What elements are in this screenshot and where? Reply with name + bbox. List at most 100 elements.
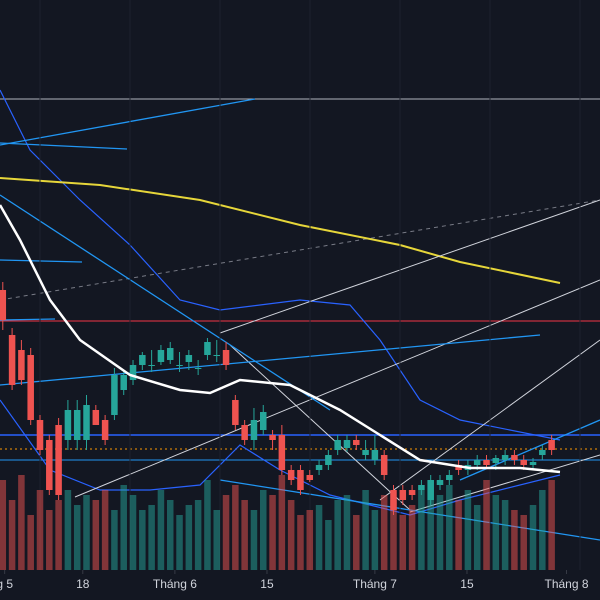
volume-bar — [343, 495, 351, 570]
candle-body — [539, 450, 546, 455]
x-tick-label: 18 — [76, 577, 90, 591]
candle-body — [399, 490, 407, 500]
band-upper — [0, 89, 561, 441]
trend-line — [0, 318, 56, 321]
volume-bar — [120, 485, 127, 570]
trend-line — [0, 142, 128, 150]
volume-bar — [129, 495, 137, 570]
candle-body — [334, 440, 341, 450]
volume-bar — [260, 490, 267, 570]
x-tick-label: Tháng 8 — [544, 577, 588, 591]
candle-body — [36, 420, 44, 450]
candle-body — [362, 450, 369, 455]
volume-bar — [269, 495, 276, 570]
volume-bar — [111, 510, 118, 570]
volume-bar — [325, 520, 332, 570]
volume-bar — [101, 490, 109, 570]
trend-line — [0, 199, 600, 301]
candle-body — [241, 425, 248, 440]
candle-body — [55, 425, 62, 495]
candle-body — [446, 475, 453, 480]
candle-body — [250, 420, 258, 440]
candle-body — [455, 465, 462, 470]
volume-bar — [204, 480, 211, 570]
volume-bar — [427, 480, 434, 570]
volume-bar — [520, 515, 527, 570]
x-tick-label: 15 — [260, 577, 274, 591]
candle-body — [204, 342, 211, 355]
candle-body — [157, 350, 165, 362]
volume-bar — [473, 505, 481, 570]
candle-body — [185, 355, 193, 362]
volume-bar — [511, 510, 518, 570]
volume-bar — [418, 490, 425, 570]
candle-body — [353, 440, 360, 445]
volume-bar — [18, 475, 25, 570]
trend-line — [229, 344, 411, 511]
volume-bar — [0, 480, 7, 570]
trend-line — [0, 259, 83, 263]
volume-bar — [539, 490, 546, 570]
volume-bar — [194, 500, 202, 570]
candle-body — [520, 460, 527, 465]
volume-bar — [353, 515, 360, 570]
candle-body — [371, 450, 379, 460]
candle-body — [269, 435, 276, 440]
volume-bar — [157, 490, 165, 570]
candle-body — [548, 440, 555, 450]
candle-body — [73, 410, 81, 440]
volume-bar — [390, 500, 397, 570]
candle-body — [306, 475, 314, 480]
candle-body — [222, 350, 230, 365]
candle-body — [436, 480, 444, 485]
trend-line — [459, 419, 600, 481]
volume-bar — [380, 495, 388, 570]
x-tick-label: Tháng 7 — [353, 577, 397, 591]
candle-body — [111, 375, 118, 415]
x-tick-label: Tháng 6 — [153, 577, 197, 591]
candle-body — [278, 435, 286, 470]
volume-bar — [529, 505, 537, 570]
candle-body — [380, 455, 388, 475]
decor — [0, 89, 600, 541]
x-tick-label: g 5 — [0, 577, 13, 591]
candle-body — [511, 455, 518, 460]
candle-body — [315, 465, 323, 470]
candle-body — [427, 480, 434, 500]
volume-bar — [297, 515, 304, 570]
trend-line — [0, 194, 331, 411]
candle-body — [529, 462, 537, 465]
volume-bar — [8, 500, 16, 570]
volume-bar — [501, 500, 509, 570]
trend-line — [74, 279, 600, 498]
volume-bar — [250, 510, 258, 570]
volume-bar — [334, 500, 341, 570]
candle-body — [176, 365, 183, 366]
volume-bar — [148, 505, 155, 570]
trend-line — [0, 334, 541, 386]
candle-body — [232, 400, 239, 425]
volume-bar — [408, 505, 416, 570]
candle-body — [408, 490, 416, 495]
volume-bar — [222, 495, 230, 570]
candle-body — [390, 490, 397, 510]
candle-body — [0, 290, 7, 320]
volume-bar — [232, 485, 239, 570]
volume-bar — [241, 500, 248, 570]
volume-bar — [36, 490, 44, 570]
candle-body — [418, 485, 425, 490]
candle-body — [101, 420, 109, 440]
candle-body — [92, 410, 100, 425]
candle-body — [501, 455, 509, 460]
trend-line — [0, 98, 256, 146]
volume-bar — [455, 500, 462, 570]
volume-bar — [176, 515, 183, 570]
volume-bar — [185, 505, 193, 570]
candle-body — [18, 350, 25, 380]
ma-short — [0, 204, 561, 474]
volume-bar — [83, 495, 90, 570]
volume-bar — [27, 515, 34, 570]
trend-line — [219, 199, 600, 334]
